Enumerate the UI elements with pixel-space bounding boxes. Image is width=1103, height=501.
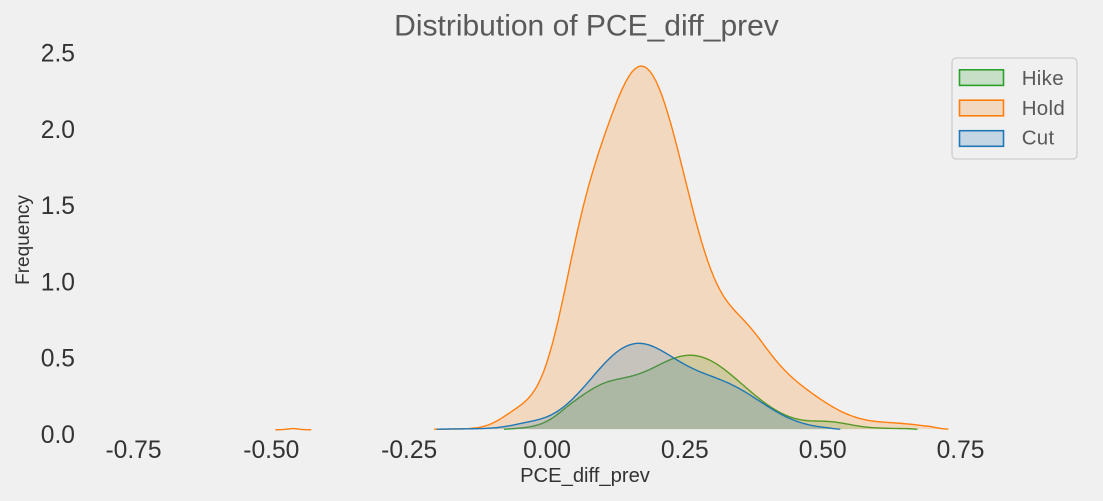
- svg-text:0.00: 0.00: [523, 437, 571, 464]
- svg-text:0.75: 0.75: [937, 437, 985, 464]
- svg-text:-0.25: -0.25: [381, 437, 437, 464]
- svg-text:1.0: 1.0: [41, 269, 75, 296]
- svg-text:Frequency: Frequency: [13, 195, 34, 285]
- svg-text:Cut: Cut: [1022, 127, 1055, 150]
- svg-text:0.25: 0.25: [661, 437, 709, 464]
- svg-text:PCE_diff_prev: PCE_diff_prev: [520, 465, 651, 487]
- svg-text:0.50: 0.50: [799, 437, 847, 464]
- svg-text:Hike: Hike: [1022, 67, 1064, 90]
- svg-text:1.5: 1.5: [41, 193, 75, 220]
- svg-text:0.0: 0.0: [41, 422, 75, 449]
- svg-text:-0.50: -0.50: [243, 437, 299, 464]
- svg-text:2.5: 2.5: [41, 41, 75, 68]
- svg-text:Distribution of PCE_diff_prev: Distribution of PCE_diff_prev: [394, 10, 779, 43]
- svg-text:0.5: 0.5: [41, 346, 75, 373]
- svg-text:-0.75: -0.75: [105, 437, 161, 464]
- svg-text:2.0: 2.0: [41, 117, 75, 144]
- svg-text:Hold: Hold: [1022, 97, 1065, 120]
